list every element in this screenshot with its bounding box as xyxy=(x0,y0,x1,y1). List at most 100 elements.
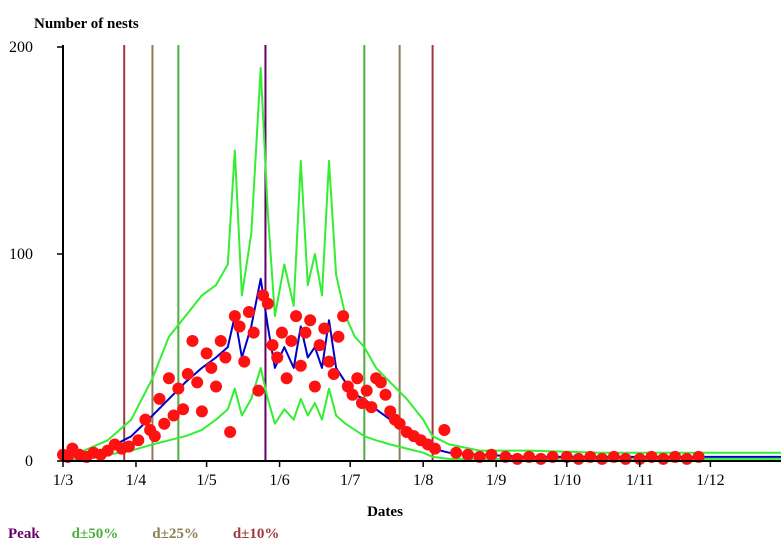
observed-point xyxy=(233,320,246,333)
observed-point xyxy=(374,376,387,389)
observed-point xyxy=(252,384,265,397)
observed-point xyxy=(162,372,175,385)
observed-point xyxy=(247,326,260,339)
observed-point xyxy=(181,368,194,381)
x-tick-label: 1/12 xyxy=(696,472,724,489)
observed-point xyxy=(148,430,161,443)
observed-point xyxy=(132,434,145,447)
observed-point xyxy=(261,297,274,310)
legend-d50: d±50% xyxy=(71,526,119,542)
observed-point xyxy=(379,388,392,401)
observed-point xyxy=(332,330,345,343)
observed-point xyxy=(337,310,350,323)
observed-point xyxy=(153,392,166,405)
vertical-lines-group xyxy=(123,45,434,461)
observed-point xyxy=(393,417,406,430)
observed-point xyxy=(186,334,199,347)
observed-point xyxy=(346,388,359,401)
observed-point xyxy=(584,450,597,463)
observed-point xyxy=(308,380,321,393)
axes-group: 0 100 200 1/3 1/4 1/5 1/6 1/7 1/8 1/9 1/10 1/11 1/12 xyxy=(9,39,781,489)
x-tick-label: 1/4 xyxy=(126,472,146,489)
legend-peak: Peak xyxy=(8,526,40,542)
observed-point xyxy=(572,452,585,465)
observed-point xyxy=(299,326,312,339)
x-tick-label: 1/11 xyxy=(626,472,654,489)
y-tick-label: 100 xyxy=(9,246,33,263)
observed-point xyxy=(499,450,512,463)
observed-point xyxy=(511,452,524,465)
series-line-lower-bound xyxy=(63,366,781,460)
observed-point xyxy=(473,450,486,463)
observed-point xyxy=(450,446,463,459)
observed-point xyxy=(172,382,185,395)
observed-point xyxy=(619,452,632,465)
x-axis-title: Dates xyxy=(367,504,403,520)
observed-point xyxy=(191,376,204,389)
observed-point xyxy=(546,450,559,463)
observed-point xyxy=(290,310,303,323)
observed-point xyxy=(461,448,474,461)
observed-point xyxy=(275,326,288,339)
x-tick-label: 1/9 xyxy=(486,472,506,489)
observed-point xyxy=(355,397,368,410)
x-tick-label: 1/7 xyxy=(340,472,360,489)
observed-point xyxy=(428,442,441,455)
observed-point xyxy=(210,380,223,393)
y-tick-label: 0 xyxy=(25,453,33,470)
series-line-mean xyxy=(62,277,781,458)
observed-point xyxy=(242,305,255,318)
observed-point xyxy=(607,450,620,463)
observed-point xyxy=(365,401,378,414)
observed-point xyxy=(692,450,705,463)
observed-point xyxy=(596,452,609,465)
legend: Peak d±50% d±25% d±10% xyxy=(8,526,279,543)
observed-point xyxy=(351,372,364,385)
observed-point xyxy=(680,452,693,465)
observed-point xyxy=(214,334,227,347)
observed-point xyxy=(200,347,213,360)
observed-point xyxy=(224,426,237,439)
observed-point xyxy=(360,384,373,397)
observed-point xyxy=(560,450,573,463)
series-group xyxy=(62,66,781,460)
observed-point xyxy=(139,413,152,426)
observed-point xyxy=(294,359,307,372)
observed-point xyxy=(304,314,317,327)
observed-point xyxy=(228,310,241,323)
observed-point xyxy=(313,339,326,352)
observed-point xyxy=(534,452,547,465)
observed-point xyxy=(177,403,190,416)
observed-points-group xyxy=(57,289,705,465)
observed-point xyxy=(318,322,331,335)
observed-point xyxy=(271,351,284,364)
legend-d10: d±10% xyxy=(232,526,280,542)
x-tick-label: 1/8 xyxy=(413,472,433,489)
observed-point xyxy=(285,334,298,347)
observed-point xyxy=(327,368,340,381)
observed-point xyxy=(438,423,451,436)
x-tick-label: 1/3 xyxy=(53,472,73,489)
y-axis-title: Number of nests xyxy=(34,16,139,32)
observed-point xyxy=(205,361,218,374)
x-tick-label: 1/10 xyxy=(553,472,581,489)
x-tick-label: 1/5 xyxy=(196,472,216,489)
observed-point xyxy=(266,339,279,352)
observed-point xyxy=(122,440,135,453)
observed-point xyxy=(323,355,336,368)
observed-point xyxy=(167,409,180,422)
y-tick-label: 200 xyxy=(9,39,33,56)
observed-point xyxy=(219,351,232,364)
observed-point xyxy=(645,450,658,463)
observed-point xyxy=(485,448,498,461)
observed-point xyxy=(195,405,208,418)
legend-d25: d±25% xyxy=(152,526,199,542)
observed-point xyxy=(523,450,536,463)
series-line-upper-bound xyxy=(62,66,781,456)
observed-point xyxy=(669,450,682,463)
observed-point xyxy=(280,372,293,385)
observed-point xyxy=(238,355,251,368)
observed-point xyxy=(657,452,670,465)
x-tick-label: 1/6 xyxy=(269,472,289,489)
